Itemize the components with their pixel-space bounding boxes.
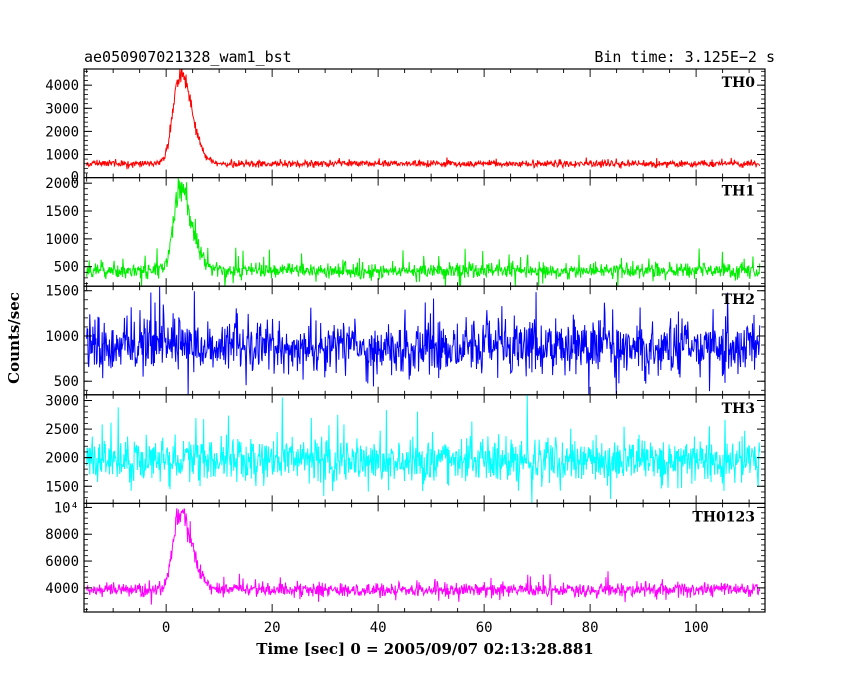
y-tick-label: 0 <box>71 170 79 186</box>
x-tick-label: 60 <box>476 620 493 636</box>
y-axis-label: Counts/sec <box>5 292 23 384</box>
x-tick-label: 40 <box>370 620 387 636</box>
panel-frame <box>83 502 766 613</box>
panel-label: TH0 <box>722 75 756 91</box>
series-th2 <box>86 286 761 395</box>
y-tick-label: 4000 <box>45 78 79 94</box>
panel-th1: 500 1000 1500 2000 TH1 <box>45 176 766 287</box>
y-tick-label: 2000 <box>45 451 79 467</box>
y-tick-label: 3000 <box>45 101 79 117</box>
panel-label: TH0123 <box>692 509 755 525</box>
panel-th2: 500 1000 1500 TH2 <box>45 284 766 396</box>
x-tick-label: 0 <box>162 620 170 636</box>
y-tick-label: 3000 <box>45 394 79 410</box>
y-tick-label: 2500 <box>45 422 79 438</box>
y-tick-label: 4000 <box>45 581 79 597</box>
y-tick-label: 1000 <box>45 329 79 345</box>
y-tick-label: 1000 <box>45 232 79 248</box>
panel-label: TH3 <box>722 401 755 417</box>
series-th0123 <box>86 508 761 606</box>
y-tick-label: 6000 <box>45 554 79 570</box>
y-tick-label: 500 <box>54 260 79 276</box>
panel-th0123: 4000 6000 8000 10⁴ TH0123 <box>45 500 766 613</box>
x-tick-label: 100 <box>683 620 708 636</box>
y-tick-label: 8000 <box>45 527 79 543</box>
x-axis-label: Time [sec] 0 = 2005/09/07 02:13:28.881 <box>256 640 593 658</box>
y-tick-label: 1500 <box>45 204 79 220</box>
y-tick-label: 2000 <box>45 176 79 192</box>
y-tick-label: 1500 <box>45 479 79 495</box>
panel-label: TH1 <box>722 184 755 200</box>
series-th1 <box>86 177 761 287</box>
chart-title-right: Bin time: 3.125E−2 s <box>594 48 775 66</box>
series-th0 <box>86 68 761 170</box>
x-tick-label: 80 <box>582 620 599 636</box>
panel-th3: 1500 2000 2500 3000 TH3 <box>45 394 766 504</box>
panel-th0: 1000 2000 3000 4000 0 TH0 <box>45 68 766 186</box>
y-tick-label: 1000 <box>45 147 79 163</box>
y-tick-label: 2000 <box>45 124 79 140</box>
chart-title-left: ae050907021328_wam1_bst <box>84 48 292 66</box>
y-tick-label: 1500 <box>45 284 79 300</box>
y-tick-label: 10⁴ <box>54 500 79 516</box>
series-th3 <box>86 394 761 504</box>
panel-label: TH2 <box>722 292 755 308</box>
y-tick-label: 500 <box>54 374 79 390</box>
x-tick-label: 20 <box>264 620 281 636</box>
